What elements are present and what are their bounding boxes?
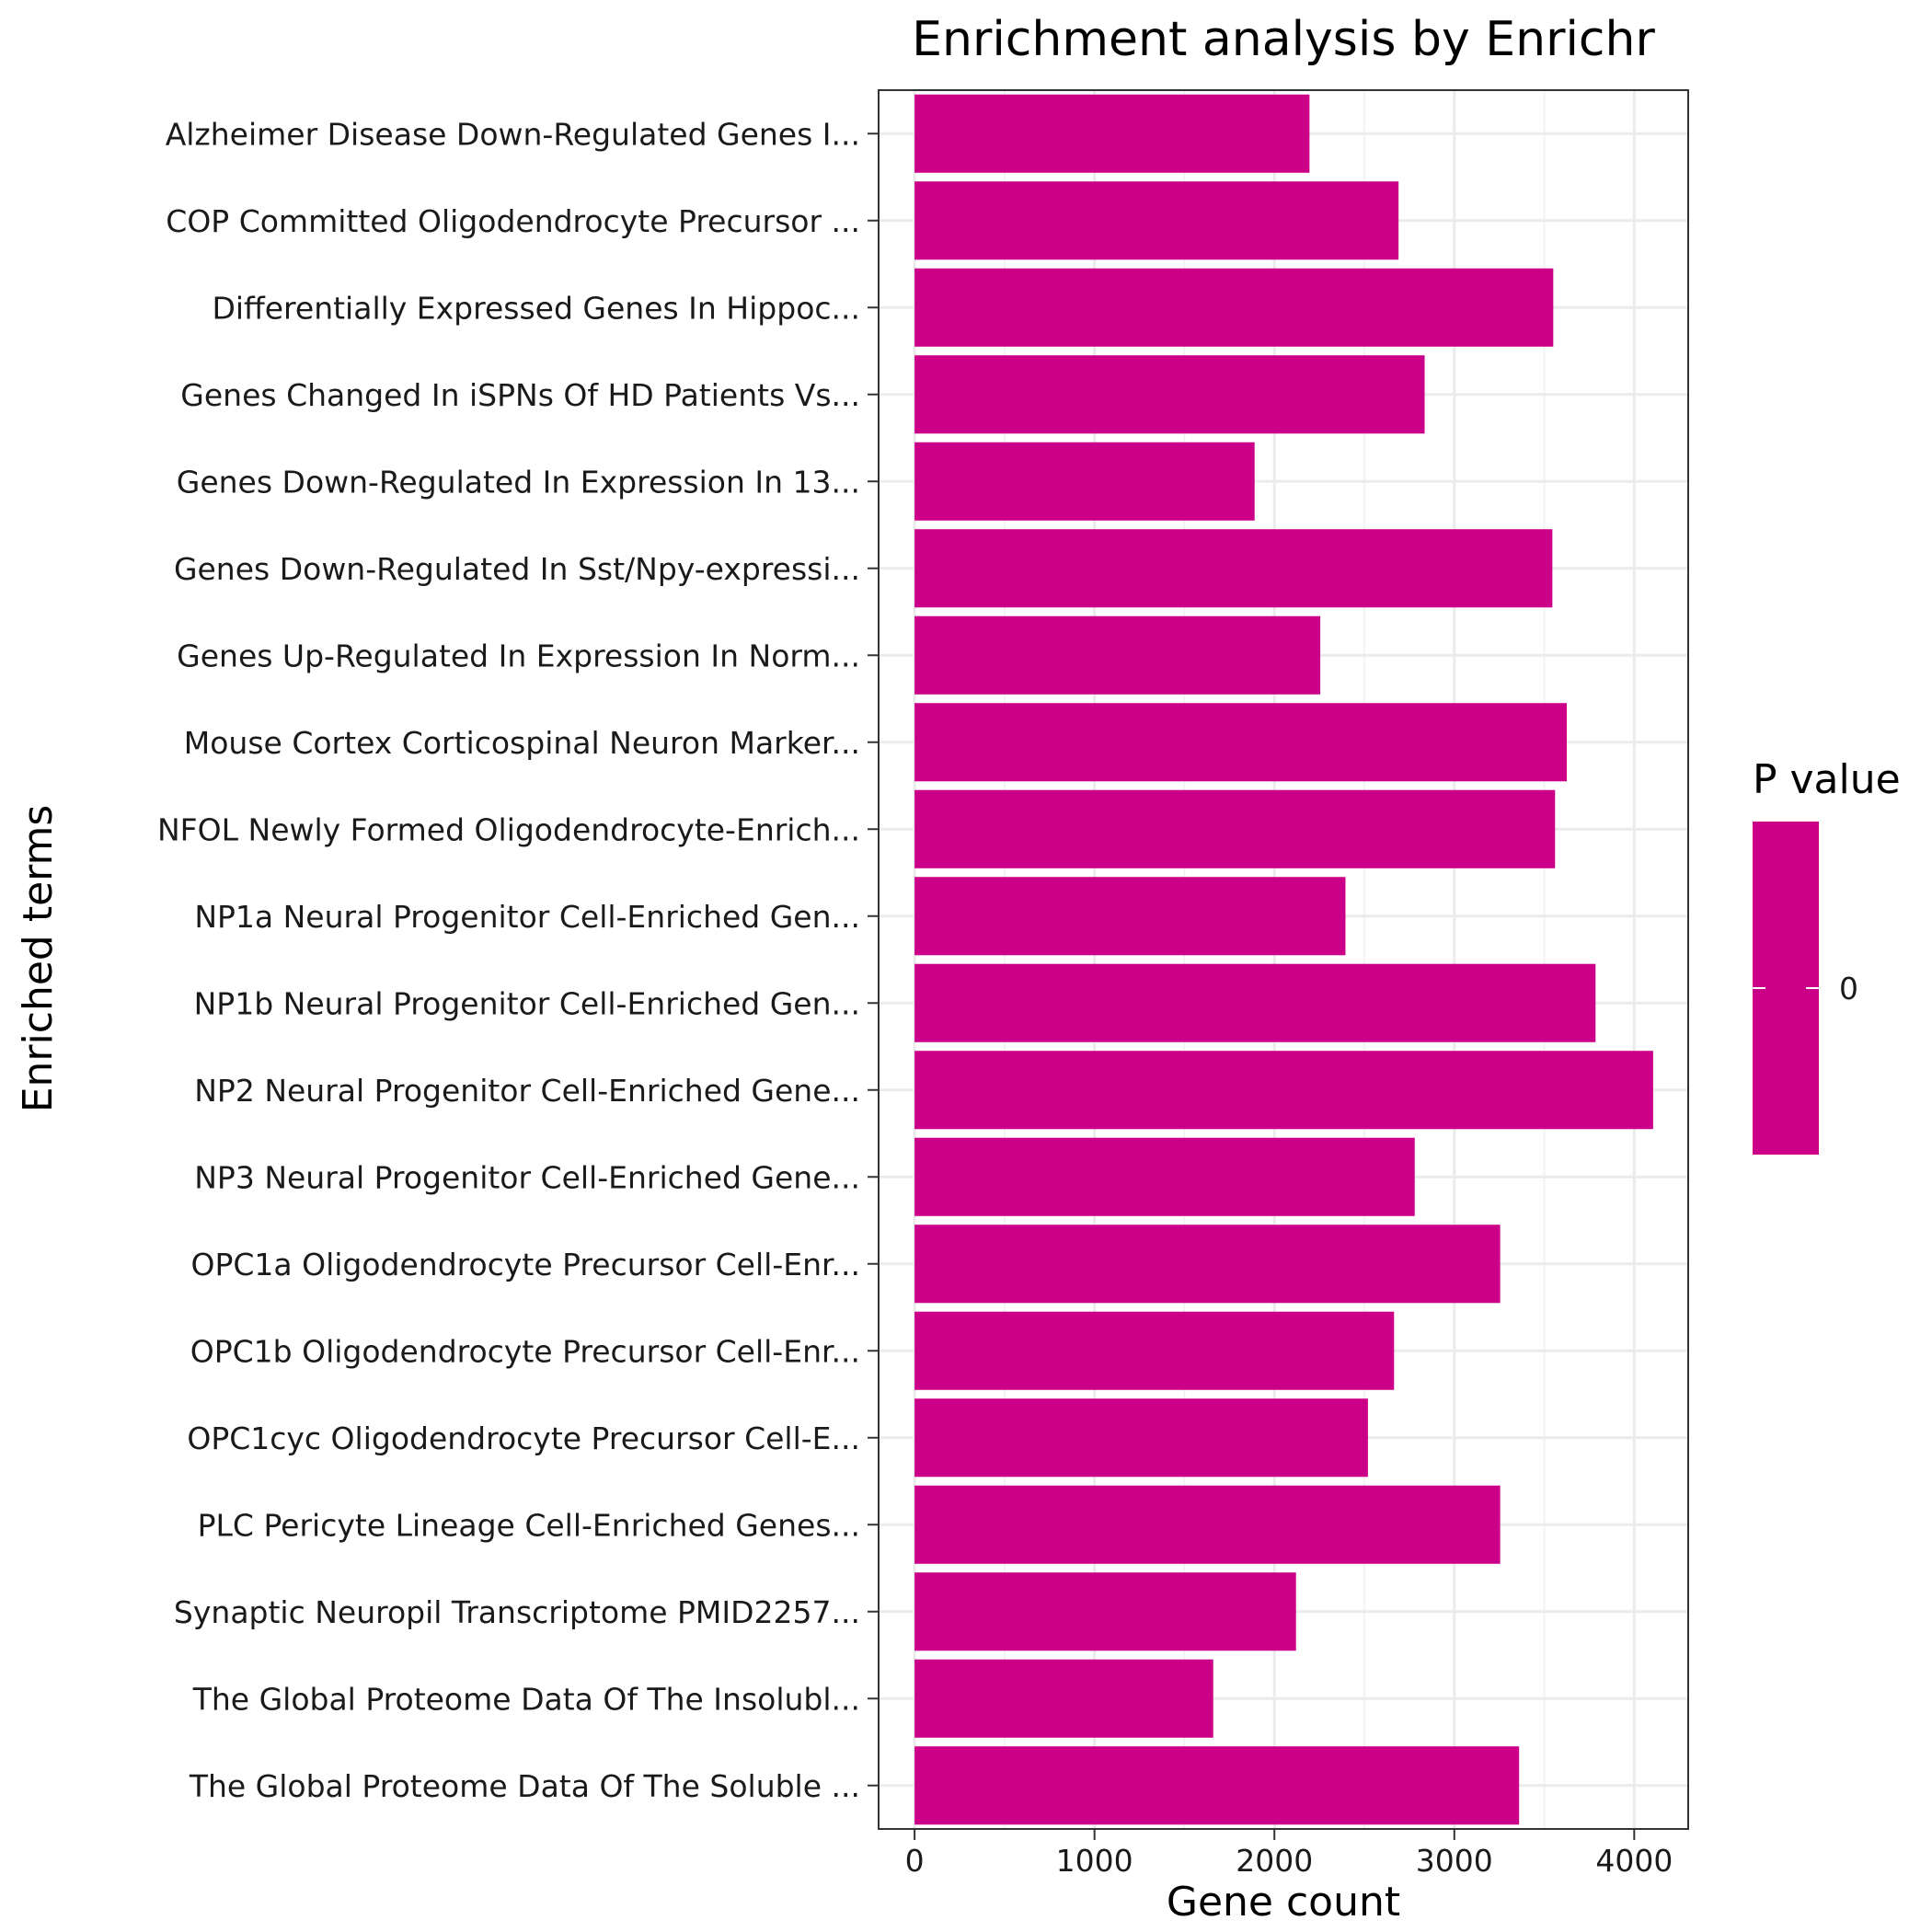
- bar: [914, 963, 1596, 1042]
- y-tick-label: NP1b Neural Progenitor Cell-Enriched Gen…: [194, 985, 860, 1021]
- legend: P value 0: [1753, 756, 1901, 1155]
- y-tick-label: Genes Down-Regulated In Sst/Npy-expressi…: [174, 551, 860, 587]
- bar: [914, 789, 1556, 868]
- bars: [914, 94, 1653, 1825]
- y-tick-label: The Global Proteome Data Of The Soluble …: [189, 1768, 860, 1804]
- y-tick-label: NP1a Neural Progenitor Cell-Enriched Gen…: [194, 899, 860, 935]
- bar: [914, 529, 1553, 608]
- y-tick-label: Genes Up-Regulated In Expression In Norm…: [177, 638, 860, 673]
- y-tick-label: Genes Down-Regulated In Expression In 13…: [177, 464, 860, 500]
- x-tick-label: 4000: [1595, 1843, 1673, 1879]
- panel-border: [878, 89, 1689, 1830]
- y-tick-label: COP Committed Oligodendrocyte Precursor …: [166, 203, 860, 239]
- bar: [914, 1572, 1296, 1651]
- bar: [914, 1398, 1368, 1478]
- legend-tick-label: 0: [1839, 971, 1858, 1006]
- bar: [914, 268, 1554, 347]
- bar: [914, 615, 1321, 695]
- y-tick-label: Genes Changed In iSPNs Of HD Patients Vs…: [180, 377, 860, 413]
- bar: [914, 1137, 1415, 1216]
- grid-major: [879, 90, 1688, 1829]
- x-tick-label: 3000: [1416, 1843, 1493, 1879]
- bar: [914, 94, 1310, 173]
- bar: [914, 1051, 1653, 1130]
- y-tick-label: Differentially Expressed Genes In Hippoc…: [212, 290, 860, 326]
- y-tick-label: Alzheimer Disease Down-Regulated Genes I…: [166, 116, 860, 152]
- y-tick-label: OPC1cyc Oligodendrocyte Precursor Cell-E…: [187, 1420, 860, 1456]
- legend-title: P value: [1753, 756, 1901, 803]
- bar: [914, 1485, 1501, 1564]
- y-tick-label: Synaptic Neuropil Transcriptome PMID2257…: [174, 1594, 860, 1630]
- bar: [914, 181, 1399, 260]
- bar: [914, 1659, 1213, 1738]
- bar: [914, 877, 1346, 956]
- chart-title: Enrichment analysis by Enrichr: [912, 12, 1655, 67]
- y-tick-label: OPC1a Oligodendrocyte Precursor Cell-Enr…: [190, 1247, 860, 1282]
- y-tick-label: NFOL Newly Formed Oligodendrocyte-Enrich…: [157, 811, 860, 847]
- y-tick-label: NP2 Neural Progenitor Cell-Enriched Gene…: [194, 1073, 860, 1109]
- bar: [914, 355, 1425, 434]
- bar: [914, 1311, 1395, 1390]
- x-tick-label: 1000: [1056, 1843, 1133, 1879]
- y-tick-label: Mouse Cortex Corticospinal Neuron Marker…: [184, 725, 860, 761]
- x-tick-label: 2000: [1236, 1843, 1313, 1879]
- y-tick-label: NP3 Neural Progenitor Cell-Enriched Gene…: [194, 1159, 860, 1195]
- plot-panel: [878, 89, 1689, 1830]
- bar: [914, 1225, 1501, 1304]
- y-axis-title: Enriched terms: [15, 805, 62, 1113]
- y-tick-label: PLC Pericyte Lineage Cell-Enriched Genes…: [198, 1507, 860, 1543]
- x-axis-title: Gene count: [1167, 1879, 1400, 1926]
- bar: [914, 1746, 1520, 1825]
- y-axis: Alzheimer Disease Down-Regulated Genes I…: [157, 116, 879, 1804]
- y-tick-label: OPC1b Oligodendrocyte Precursor Cell-Enr…: [190, 1333, 860, 1369]
- bar: [914, 442, 1255, 521]
- y-tick-label: The Global Proteome Data Of The Insolubl…: [192, 1681, 860, 1717]
- bar: [914, 703, 1567, 782]
- x-tick-label: 0: [905, 1843, 925, 1879]
- x-axis: 0 1000 2000 3000 4000: [905, 1829, 1673, 1879]
